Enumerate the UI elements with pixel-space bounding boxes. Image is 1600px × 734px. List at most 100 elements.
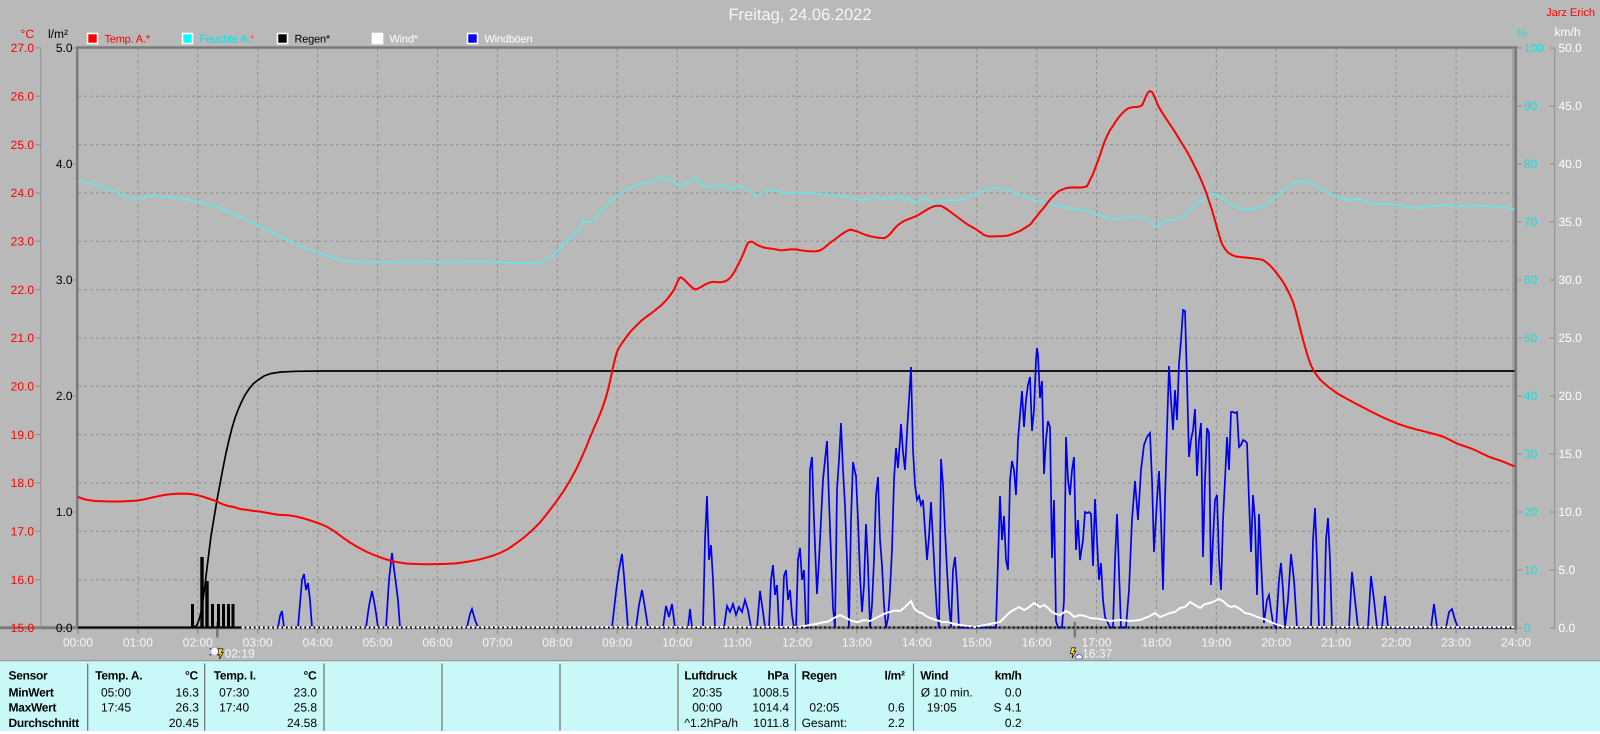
svg-text:19:00: 19:00 <box>1201 636 1231 650</box>
svg-text:hPa: hPa <box>767 669 789 683</box>
svg-text:16.0: 16.0 <box>11 573 35 587</box>
svg-text:17:40: 17:40 <box>219 700 249 714</box>
svg-text:60: 60 <box>1524 273 1538 287</box>
svg-text:Wind*: Wind* <box>390 34 419 46</box>
svg-text:22.0: 22.0 <box>11 283 35 297</box>
svg-text:19:05: 19:05 <box>927 700 957 714</box>
svg-text:%: % <box>1516 26 1527 40</box>
svg-text:00:00: 00:00 <box>692 700 722 714</box>
svg-text:15:00: 15:00 <box>962 636 992 650</box>
svg-text:3.0: 3.0 <box>56 273 73 287</box>
svg-text:MinWert: MinWert <box>9 686 54 700</box>
svg-text:30.0: 30.0 <box>1559 273 1583 287</box>
svg-text:15.0: 15.0 <box>11 621 35 635</box>
svg-text:25.0: 25.0 <box>11 138 35 152</box>
svg-text:17.0: 17.0 <box>11 525 35 539</box>
svg-text:Temp. A.: Temp. A. <box>95 669 142 683</box>
svg-text:Feuchte A.*: Feuchte A.* <box>200 34 256 46</box>
svg-text:30: 30 <box>1524 447 1538 461</box>
svg-text:40.0: 40.0 <box>1559 157 1583 171</box>
svg-text:03:00: 03:00 <box>243 636 273 650</box>
svg-text:23:00: 23:00 <box>1441 636 1471 650</box>
svg-text:14:00: 14:00 <box>902 636 932 650</box>
svg-text:°C: °C <box>21 27 35 41</box>
svg-text:24:00: 24:00 <box>1501 636 1531 650</box>
svg-text:Temp. A.*: Temp. A.* <box>105 34 151 46</box>
svg-text:Sensor: Sensor <box>9 669 49 683</box>
svg-text:Regen*: Regen* <box>295 34 331 46</box>
svg-text:10.0: 10.0 <box>1559 505 1583 519</box>
svg-text:Wind: Wind <box>920 669 948 683</box>
svg-text:09:00: 09:00 <box>602 636 632 650</box>
svg-text:08:00: 08:00 <box>542 636 572 650</box>
svg-text:20:00: 20:00 <box>1261 636 1291 650</box>
svg-text:18:00: 18:00 <box>1141 636 1171 650</box>
svg-text:20.45: 20.45 <box>169 716 199 730</box>
svg-text:Durchschnitt: Durchschnitt <box>9 716 80 730</box>
svg-text:l/m²: l/m² <box>48 27 68 41</box>
svg-text:02:19: 02:19 <box>225 647 255 661</box>
svg-text:21.0: 21.0 <box>11 331 35 345</box>
svg-text:07:00: 07:00 <box>482 636 512 650</box>
svg-text:24.58: 24.58 <box>287 716 317 730</box>
svg-text:20: 20 <box>1524 505 1538 519</box>
svg-text:Regen: Regen <box>802 669 837 683</box>
svg-text:16:37: 16:37 <box>1082 647 1112 661</box>
svg-text:4.0: 4.0 <box>56 157 73 171</box>
svg-text:0.2: 0.2 <box>1005 716 1022 730</box>
svg-text:Jarz Erich: Jarz Erich <box>1546 7 1595 19</box>
svg-text:05:00: 05:00 <box>363 636 393 650</box>
svg-text:25.0: 25.0 <box>1559 331 1583 345</box>
svg-text:100: 100 <box>1524 41 1544 55</box>
svg-text:40: 40 <box>1524 389 1538 403</box>
svg-text:16:00: 16:00 <box>1022 636 1052 650</box>
svg-text:26.3: 26.3 <box>176 700 200 714</box>
svg-text:02:00: 02:00 <box>183 636 213 650</box>
svg-text:21:00: 21:00 <box>1321 636 1351 650</box>
svg-text:04:00: 04:00 <box>303 636 333 650</box>
svg-text:22:00: 22:00 <box>1381 636 1411 650</box>
svg-text:12:00: 12:00 <box>782 636 812 650</box>
svg-text:80: 80 <box>1524 157 1538 171</box>
svg-text:35.0: 35.0 <box>1559 215 1583 229</box>
svg-text:70: 70 <box>1524 215 1538 229</box>
svg-text:^1.2hPa/h: ^1.2hPa/h <box>684 716 738 730</box>
svg-text:05:00: 05:00 <box>101 686 131 700</box>
svg-text:S 4.1: S 4.1 <box>993 700 1021 714</box>
svg-text:23.0: 23.0 <box>11 235 35 249</box>
svg-text:23.0: 23.0 <box>294 686 318 700</box>
svg-text:06:00: 06:00 <box>422 636 452 650</box>
svg-text:17:00: 17:00 <box>1082 636 1112 650</box>
svg-text:02:05: 02:05 <box>809 700 839 714</box>
svg-text:1.0: 1.0 <box>56 505 73 519</box>
svg-text:Freitag, 24.06.2022: Freitag, 24.06.2022 <box>728 6 871 24</box>
svg-text:MaxWert: MaxWert <box>9 700 57 714</box>
svg-text:01:00: 01:00 <box>123 636 153 650</box>
svg-text:19.0: 19.0 <box>11 428 35 442</box>
svg-text:24.0: 24.0 <box>11 186 35 200</box>
svg-text:11:00: 11:00 <box>723 636 752 650</box>
svg-text:Ø 10 min.: Ø 10 min. <box>921 686 973 700</box>
svg-text:20.0: 20.0 <box>11 380 35 394</box>
svg-text:5.0: 5.0 <box>56 41 73 55</box>
svg-text:0: 0 <box>1524 621 1531 635</box>
svg-text:15.0: 15.0 <box>1559 447 1583 461</box>
svg-text:07:30: 07:30 <box>219 686 249 700</box>
svg-text:Gesamt:: Gesamt: <box>802 716 847 730</box>
svg-text:45.0: 45.0 <box>1559 99 1583 113</box>
svg-text:0.0: 0.0 <box>1559 621 1576 635</box>
svg-text:2.0: 2.0 <box>56 389 73 403</box>
svg-text:13:00: 13:00 <box>842 636 872 650</box>
svg-text:1014.4: 1014.4 <box>752 700 789 714</box>
svg-text:1008.5: 1008.5 <box>752 686 789 700</box>
svg-text:10:00: 10:00 <box>662 636 692 650</box>
svg-text:20:35: 20:35 <box>692 686 722 700</box>
svg-text:km/h: km/h <box>1555 25 1581 39</box>
svg-text:18.0: 18.0 <box>11 476 35 490</box>
svg-text:90: 90 <box>1524 99 1538 113</box>
svg-text:km/h: km/h <box>995 669 1022 683</box>
svg-text:1011.8: 1011.8 <box>753 716 789 730</box>
svg-text:Temp. I.: Temp. I. <box>214 669 256 683</box>
svg-text:16.3: 16.3 <box>176 686 200 700</box>
svg-text:Windböen: Windböen <box>485 34 533 46</box>
